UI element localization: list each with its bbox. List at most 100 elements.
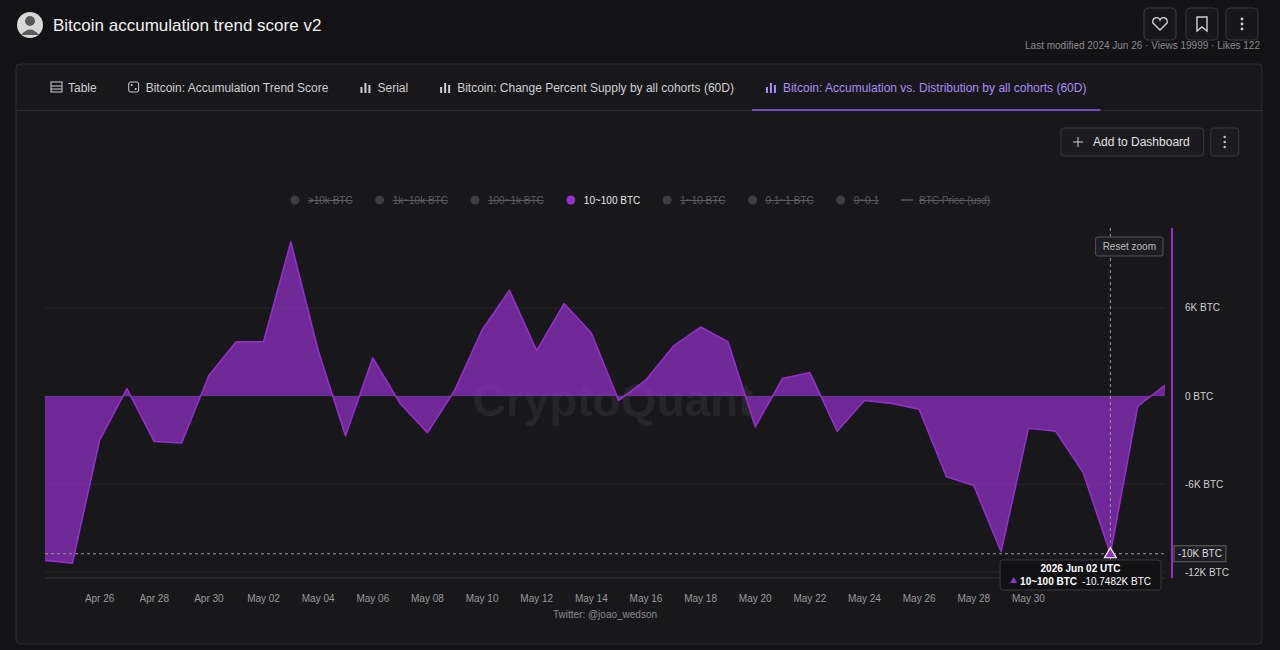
tooltip-marker	[1010, 577, 1017, 583]
x-tick-label: May 02	[247, 593, 280, 604]
button[interactable]	[1061, 128, 1204, 156]
icon-button[interactable]	[1226, 8, 1258, 40]
icon-button[interactable]	[1186, 8, 1218, 40]
legend-label: BTC Price (usd)	[919, 195, 990, 206]
tab-icon	[51, 89, 62, 90]
x-tick-label: Apr 28	[140, 593, 170, 604]
tab-icon	[770, 83, 772, 93]
background	[0, 0, 1280, 650]
more-icon	[1241, 18, 1244, 21]
tab[interactable]: Bitcoin: Accumulation Trend Score	[129, 81, 329, 95]
like-icon	[1153, 18, 1168, 30]
legend-label: 0.1~1 BTC	[766, 195, 814, 206]
tab[interactable]: Table	[51, 81, 97, 95]
tooltip: 2026 Jun 02 UTC10~100 BTC-10.7482K BTC	[1000, 560, 1161, 590]
legend: >10k BTC 1k~10k BTC 100~1k BTC 10~100 BTC 1~…	[290, 195, 990, 206]
menu-button[interactable]	[1211, 128, 1239, 156]
legend-item[interactable]: 0~0.1	[836, 195, 879, 206]
legend-label: 100~1k BTC	[488, 195, 544, 206]
x-tick-label: May 04	[302, 593, 335, 604]
tab-label: Bitcoin: Accumulation Trend Score	[146, 81, 329, 95]
legend-item[interactable]: 0.1~1 BTC	[748, 195, 814, 206]
menu-icon	[1223, 136, 1226, 139]
y-tick-label: -12K BTC	[1185, 567, 1229, 578]
crosshair-horizontal	[45, 553, 1165, 554]
x-tick-label: Apr 30	[194, 593, 224, 604]
bookmark-icon	[1197, 17, 1207, 31]
tooltip-series: 10~100 BTC	[1020, 576, 1077, 587]
plus-icon	[1078, 137, 1079, 147]
x-tick-label: May 18	[684, 593, 717, 604]
legend-marker	[901, 199, 913, 201]
legend-item[interactable]: BTC Price (usd)	[901, 195, 990, 206]
grid-line	[45, 307, 1165, 308]
x-tick-label: May 14	[575, 593, 608, 604]
tab-icon	[129, 82, 139, 92]
x-tick-label: May 24	[848, 593, 881, 604]
x-tick-label: May 16	[630, 593, 663, 604]
tab-icon	[364, 83, 366, 93]
tab-label: Bitcoin: Change Percent Supply by all co…	[457, 81, 734, 95]
legend-marker	[748, 196, 757, 205]
reset-zoom-button[interactable]	[1096, 237, 1163, 256]
hover-marker	[1104, 548, 1116, 558]
menu-icon	[1223, 146, 1226, 149]
tab-icon	[774, 85, 776, 93]
menu-icon	[1223, 141, 1226, 144]
icon-button[interactable]	[1144, 8, 1176, 40]
credit: Twitter: @joao_wedson	[553, 609, 657, 620]
area-line	[45, 242, 1165, 563]
tooltip-box	[1000, 560, 1161, 590]
page-meta: Last modified 2024 Jun 26 · Views 19999 …	[1025, 40, 1260, 51]
x-tick-label: May 30	[1012, 593, 1045, 604]
crosshair-label: -10K BTC	[1178, 548, 1222, 559]
more-icon	[1241, 28, 1244, 31]
avatar	[17, 12, 43, 38]
tab-icon	[135, 88, 137, 90]
tab-icon	[448, 85, 450, 93]
tab[interactable]: Bitcoin: Accumulation vs. Distribution b…	[766, 81, 1086, 95]
legend-marker	[566, 196, 575, 205]
crosshair-vertical	[1110, 228, 1111, 578]
legend-item[interactable]: 100~1k BTC	[470, 195, 543, 206]
reset-zoom-label[interactable]: Reset zoom	[1103, 241, 1156, 252]
tab[interactable]: Serial	[360, 81, 408, 95]
tab-icon	[766, 87, 768, 93]
tab-label: Table	[68, 81, 97, 95]
area	[45, 242, 1165, 563]
tab[interactable]: Bitcoin: Change Percent Supply by all co…	[440, 81, 734, 95]
legend-marker	[470, 196, 479, 205]
x-tick-label: May 20	[739, 593, 772, 604]
tab-icon	[51, 86, 62, 87]
legend-item[interactable]: 1~10 BTC	[663, 195, 726, 206]
legend-item[interactable]: >10k BTC	[290, 195, 352, 206]
y-tick-label: 6K BTC	[1185, 302, 1220, 313]
legend-marker	[375, 196, 384, 205]
tab-icon	[360, 87, 362, 93]
tab-icon	[444, 83, 446, 93]
page-title: Bitcoin accumulation trend score v2	[53, 16, 321, 35]
panel	[16, 64, 1262, 644]
tab-icon	[440, 87, 442, 93]
legend-label: >10k BTC	[308, 195, 353, 206]
grid-line	[45, 572, 1165, 573]
tooltip-date: 2026 Jun 02 UTC	[1041, 563, 1121, 574]
x-tick-label: May 26	[903, 593, 936, 604]
plot-area	[45, 242, 1165, 563]
legend-label: 0~0.1	[854, 195, 880, 206]
legend-item[interactable]: 10~100 BTC	[566, 195, 640, 206]
avatar-body	[21, 30, 39, 36]
x-tick-label: Apr 26	[85, 593, 115, 604]
tab-label: Serial	[377, 81, 408, 95]
more-icon	[1241, 23, 1244, 26]
tab-icon	[368, 85, 370, 93]
legend-marker	[290, 196, 299, 205]
tab-icon	[131, 84, 133, 86]
legend-marker	[663, 196, 672, 205]
legend-label: 1k~10k BTC	[393, 195, 448, 206]
tab-label: Bitcoin: Accumulation vs. Distribution b…	[783, 81, 1086, 95]
tab-separator	[16, 110, 1262, 111]
legend-item[interactable]: 1k~10k BTC	[375, 195, 448, 206]
button-label: Add to Dashboard	[1093, 135, 1190, 149]
active-tab-underline	[752, 109, 1100, 111]
